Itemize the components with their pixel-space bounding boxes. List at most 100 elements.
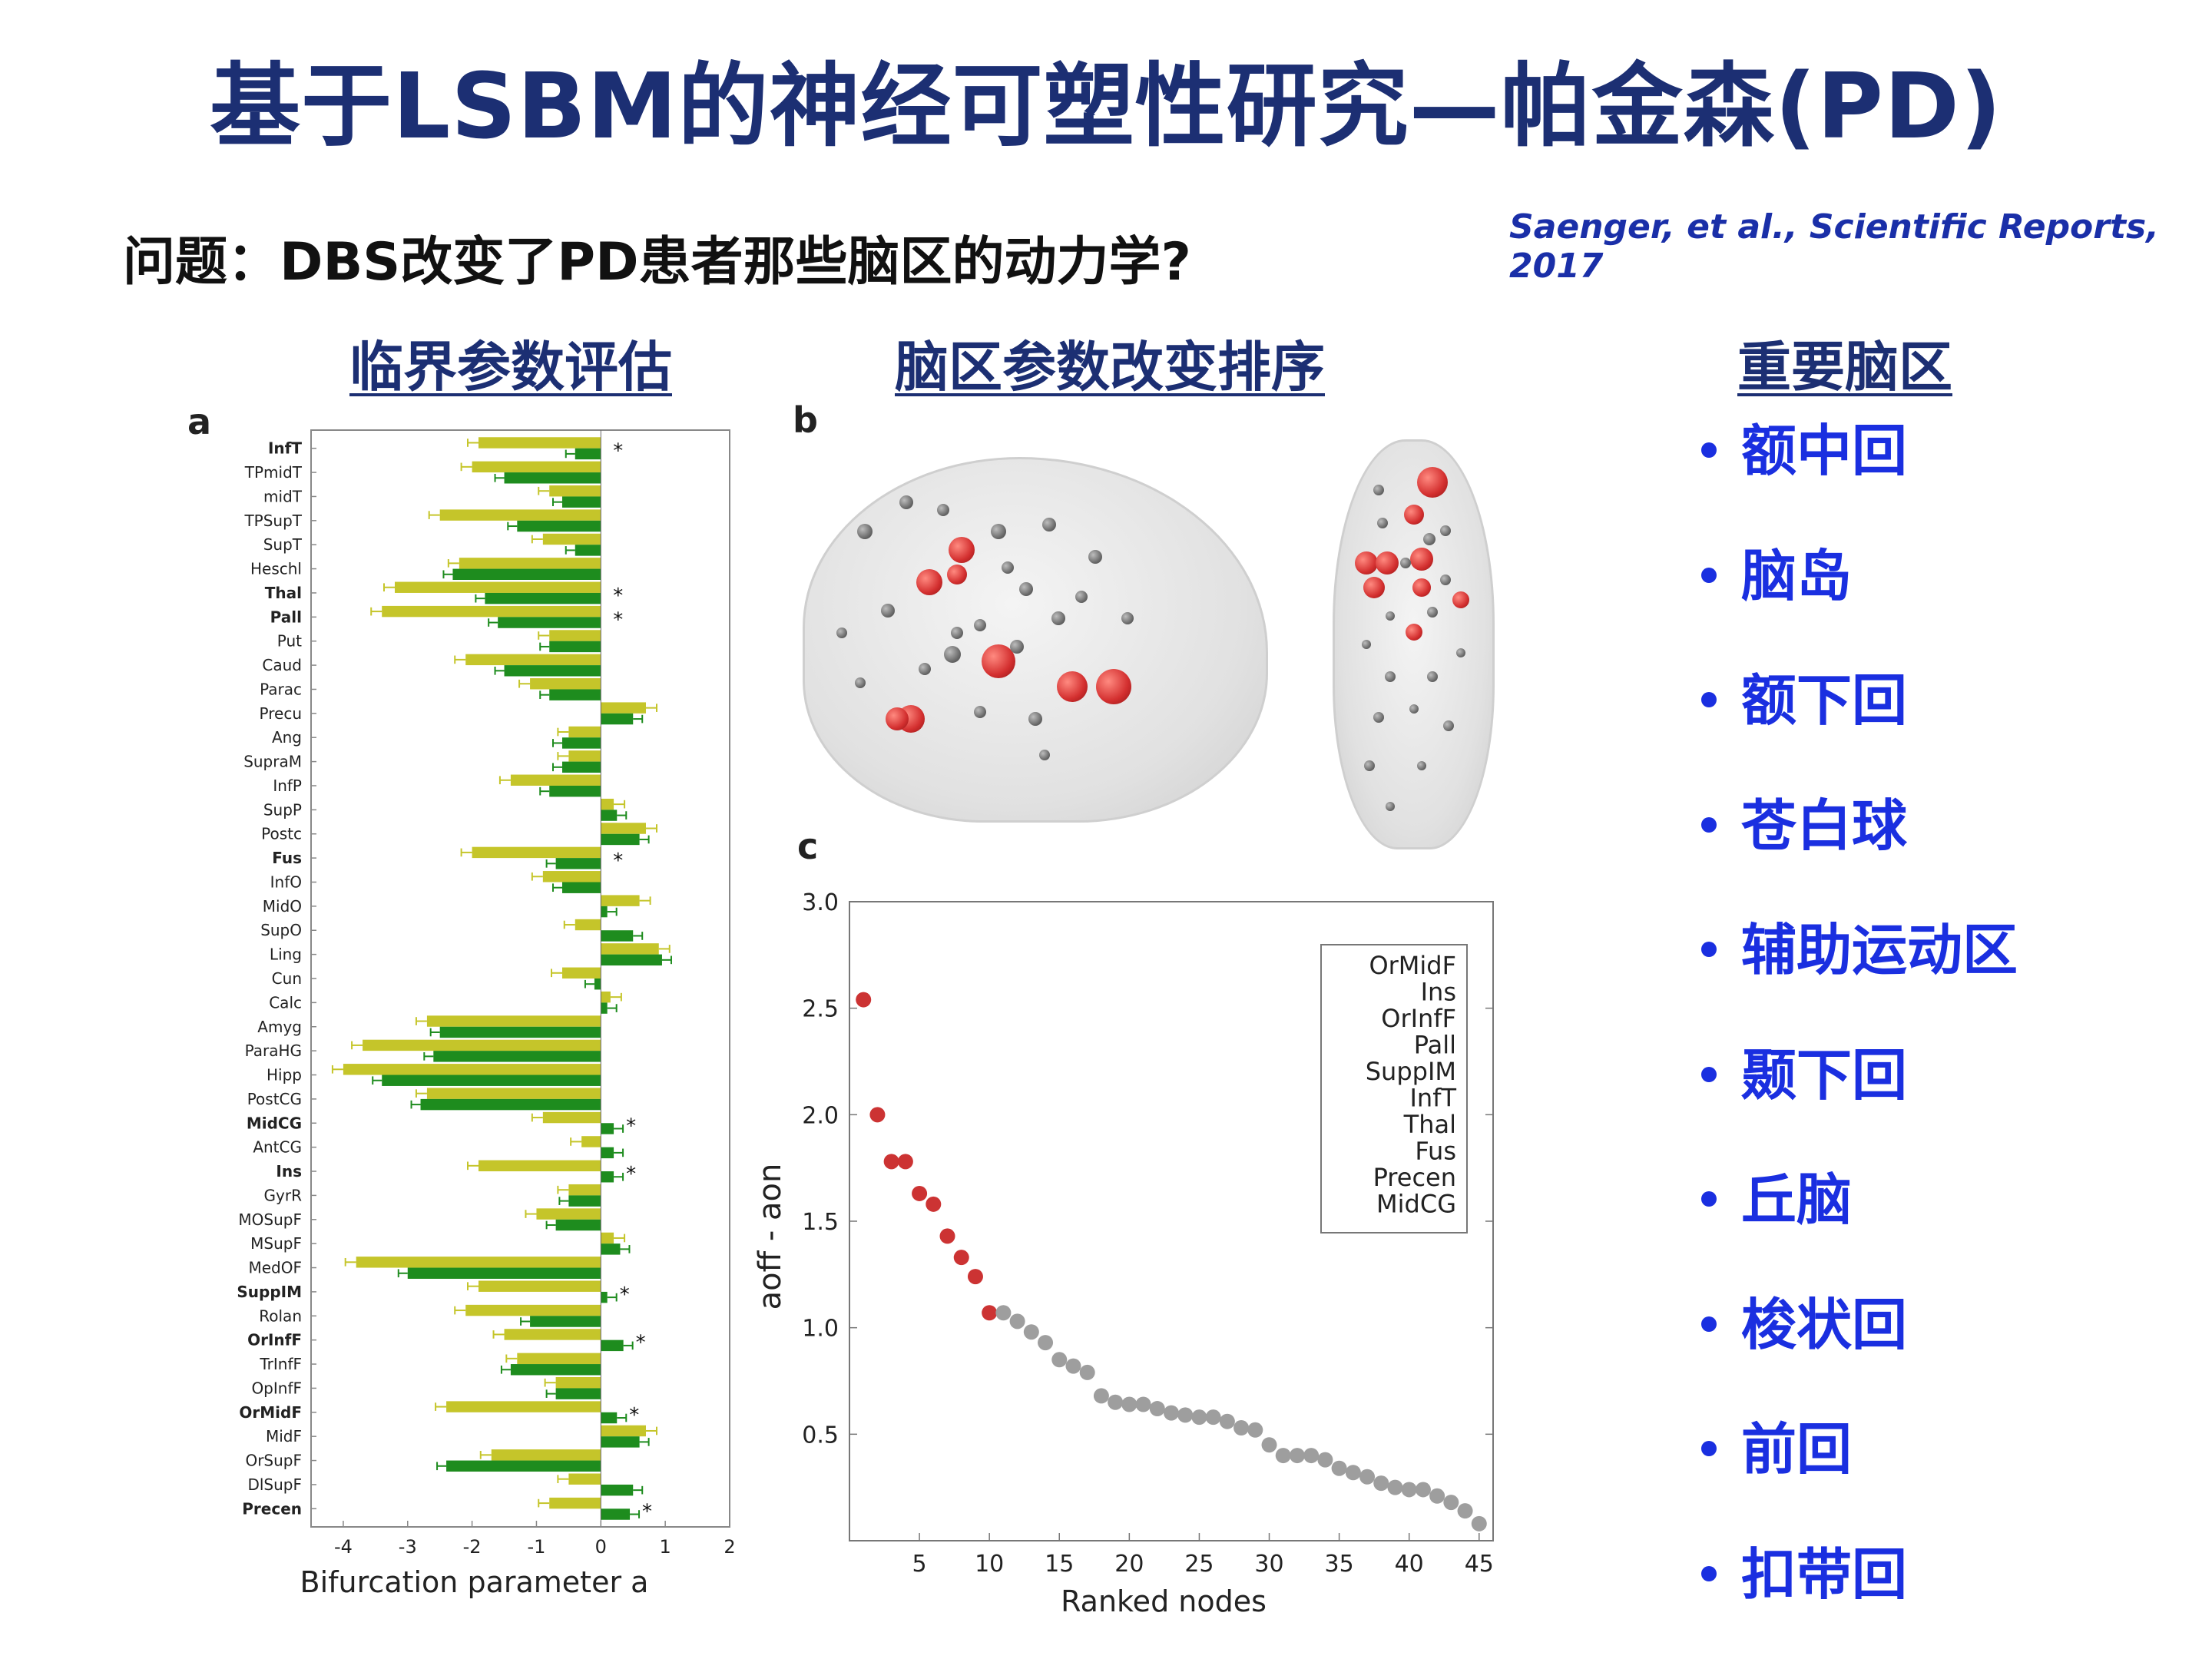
bar-on xyxy=(575,448,601,460)
bar-on xyxy=(601,713,634,725)
bar-off xyxy=(549,485,601,497)
highlighted-node xyxy=(1375,551,1399,575)
highlighted-node xyxy=(1355,551,1378,575)
significance-star: * xyxy=(626,1114,636,1137)
region-item: 扣带回 xyxy=(1701,1535,2018,1659)
bullet-icon xyxy=(1701,1066,1717,1082)
bar-on xyxy=(555,1219,601,1231)
bullet-icon xyxy=(1701,442,1717,459)
category-label: AntCG xyxy=(253,1138,302,1157)
highlighted-node xyxy=(886,707,909,731)
category-label: Precen xyxy=(242,1499,302,1518)
bar-on xyxy=(601,954,662,966)
bar-off xyxy=(472,846,601,859)
significance-star: * xyxy=(613,440,623,463)
category-label: SupraM xyxy=(243,753,302,771)
bar-off xyxy=(568,750,601,762)
category-label: InfT xyxy=(268,439,302,458)
x-tick-label: 40 xyxy=(1395,1551,1424,1578)
highlighted-node xyxy=(1096,669,1131,705)
brain-node xyxy=(991,524,1006,539)
panel-label-b: b xyxy=(793,399,818,441)
significance-star: * xyxy=(636,1332,646,1355)
bar-off xyxy=(395,581,601,593)
category-label: SupT xyxy=(263,535,303,554)
bar-on xyxy=(562,882,601,893)
bar-on xyxy=(407,1267,601,1279)
page-title: 基于LSBM的神经可塑性研究—帕金森(PD) xyxy=(210,53,2002,159)
x-tick-label: 45 xyxy=(1465,1551,1494,1578)
bar-off xyxy=(536,1208,601,1220)
brain-node xyxy=(919,662,931,675)
category-label: MidO xyxy=(263,897,302,916)
bar-off xyxy=(426,1088,601,1099)
brain-node xyxy=(1439,574,1451,585)
category-label: Thal xyxy=(265,584,302,602)
panel-label-a: a xyxy=(187,401,212,442)
category-label: ParaHG xyxy=(245,1041,302,1060)
category-label: OrSupF xyxy=(245,1452,302,1470)
brain-node xyxy=(1121,611,1134,624)
scatter-point xyxy=(1219,1413,1235,1429)
bar-off xyxy=(426,1015,601,1027)
region-label: 脑岛 xyxy=(1741,543,1853,608)
section-ranking-heading: 脑区参数改变排序 xyxy=(895,336,1325,399)
highlighted-node xyxy=(1409,548,1433,571)
bullet-icon xyxy=(1701,1441,1717,1457)
brain-node xyxy=(1376,517,1388,528)
brain-node xyxy=(1416,761,1426,771)
legend-entry: Fus xyxy=(1415,1137,1456,1166)
brain-node xyxy=(1019,582,1033,597)
scatter-point xyxy=(1471,1515,1487,1532)
significance-star: * xyxy=(613,849,623,873)
bar-off xyxy=(549,1497,601,1509)
region-item: 脑岛 xyxy=(1701,536,2018,661)
bar-on xyxy=(601,1291,608,1303)
bar-off xyxy=(555,1376,601,1389)
bar-on xyxy=(575,545,601,556)
y-tick-label: 3.0 xyxy=(802,889,839,916)
scatter-point xyxy=(1457,1503,1473,1519)
scatter-point xyxy=(1023,1324,1039,1340)
bar-off xyxy=(542,1111,601,1124)
bar-off xyxy=(581,1136,601,1147)
legend-entry: Thal xyxy=(1403,1110,1456,1139)
highlighted-node xyxy=(1405,624,1422,641)
region-label: 扣带回 xyxy=(1741,1541,1908,1607)
scatter-point xyxy=(1303,1448,1320,1464)
brain-node xyxy=(951,626,963,639)
significance-star: * xyxy=(613,584,623,608)
category-label: SupO xyxy=(260,921,302,939)
scatter-point-highlight xyxy=(953,1250,969,1266)
scatter-point xyxy=(1108,1394,1124,1410)
brain-node xyxy=(1385,611,1395,621)
bar-off xyxy=(343,1064,601,1075)
bar-off xyxy=(601,1232,614,1244)
region-item: 额下回 xyxy=(1701,661,2018,786)
category-label: MidCG xyxy=(247,1114,302,1132)
bar-off xyxy=(542,871,601,882)
bar-on xyxy=(601,1002,608,1014)
bar-off xyxy=(439,509,601,521)
bar-on xyxy=(452,568,601,581)
bar-on xyxy=(446,1460,601,1472)
citation: Saenger, et al., Scientific Reports, 201… xyxy=(1509,207,2159,286)
category-label: Pall xyxy=(270,608,302,626)
region-item: 梭状回 xyxy=(1701,1285,2018,1410)
brain-node xyxy=(974,706,986,718)
ranked-nodes-scatter-chart: 0.5 1.0 1.5 2.0 2.5 3.0 5 10 15 20 25 30 35 40 45 Ranke… xyxy=(753,889,1494,1618)
bullet-icon xyxy=(1701,1565,1717,1581)
scatter-point xyxy=(1401,1482,1417,1498)
legend-entry: InfT xyxy=(1409,1084,1456,1113)
bar-off xyxy=(601,823,646,834)
x-tick-label: 20 xyxy=(1114,1551,1144,1578)
x-tick-label: 25 xyxy=(1184,1551,1214,1578)
brain-node xyxy=(944,645,961,663)
bullet-icon xyxy=(1701,1316,1717,1332)
bar-on xyxy=(562,737,601,749)
bar-off xyxy=(478,437,601,449)
bar-off xyxy=(446,1401,601,1412)
category-label: OpInfF xyxy=(251,1379,302,1397)
bar-on xyxy=(549,785,601,797)
brain-node xyxy=(1442,720,1454,731)
